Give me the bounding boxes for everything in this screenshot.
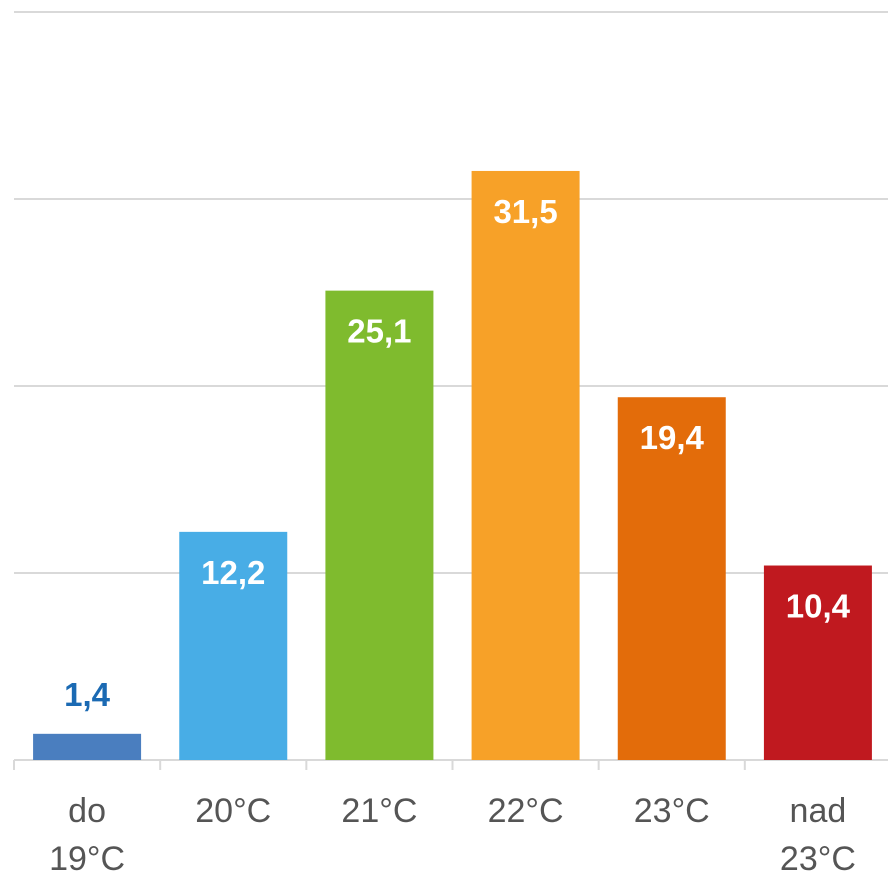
bar	[763, 565, 872, 760]
x-tick-label: do 19°C	[49, 792, 125, 878]
value-label: 31,5	[493, 193, 557, 230]
bar	[179, 531, 288, 760]
x-tick-label: 20°C	[195, 792, 271, 830]
x-tick-label: 21°C	[341, 792, 417, 830]
value-label: 1,4	[64, 676, 111, 713]
value-label: 25,1	[347, 313, 411, 350]
value-label: 19,4	[640, 419, 705, 456]
value-label: 10,4	[786, 588, 851, 625]
value-label: 12,2	[201, 554, 265, 591]
x-tick-label: 23°C	[634, 792, 710, 830]
bar	[325, 290, 434, 760]
bar	[617, 397, 726, 760]
bar	[471, 170, 580, 760]
x-tick-label: nad 23°C	[780, 792, 856, 878]
x-tick-label: 22°C	[488, 792, 564, 830]
bar	[33, 733, 142, 760]
